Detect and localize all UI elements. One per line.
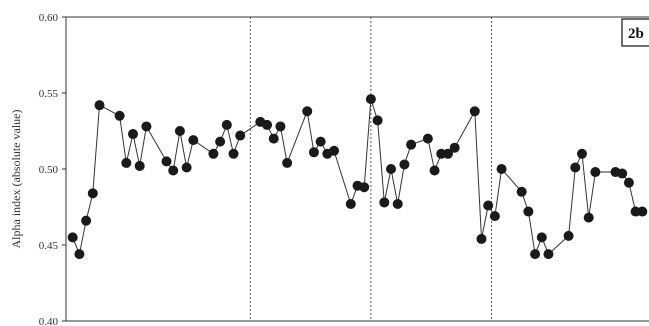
data-point [235,130,246,141]
group-dividers [249,17,493,321]
data-point [74,249,85,260]
y-tick-label: 0.50 [39,164,59,176]
data-point [523,206,534,217]
data-point [114,110,125,121]
axes [65,16,649,322]
series-line [72,98,643,256]
data-point [215,136,226,147]
data-point [449,142,460,153]
panel-label: 2b [628,26,644,42]
data-point [583,212,594,223]
data-point [161,156,172,167]
data-point [489,211,500,222]
data-point [174,126,185,136]
data-series [67,94,648,260]
data-point [536,232,547,243]
data-point [67,232,78,243]
data-point [372,115,383,126]
y-tick-label: 0.45 [39,240,59,252]
data-point [406,139,417,150]
data-point [121,157,132,168]
data-point [399,159,410,170]
data-point [442,148,453,159]
data-point [302,106,313,117]
data-point [590,167,601,178]
y-axis-title: Alpha index (absolute value) [9,110,23,249]
data-point [422,133,433,144]
data-point [168,165,179,176]
data-point [623,177,634,188]
panel-label-box [621,18,649,47]
data-point [181,162,192,173]
data-point [87,188,98,199]
y-tick-label: 0.60 [39,12,59,24]
data-point [188,135,199,146]
data-point [469,106,480,117]
data-point [228,148,239,159]
data-point [530,249,541,260]
data-point [386,164,397,174]
data-point [496,164,507,174]
data-point [483,200,494,211]
data-point [308,147,319,158]
data-point [268,133,279,144]
data-point [543,249,554,260]
data-point [329,145,340,156]
y-ticks: 0.40 0.45 0.50 0.55 0.60 [39,12,66,326]
data-point [94,100,105,111]
data-point [359,182,370,193]
data-point [275,121,286,132]
y-tick-label: 0.40 [39,316,59,326]
data-point [262,119,273,130]
data-point [208,148,219,159]
data-point [476,233,487,244]
data-point [637,206,648,217]
data-point [345,198,356,209]
data-point [134,160,145,171]
data-point [221,119,232,130]
data-point [392,198,403,209]
data-point [81,215,92,226]
data-point [141,121,152,132]
data-point [516,186,527,197]
data-point [379,197,390,208]
data-point [282,157,293,168]
data-point [570,162,581,173]
data-point [563,230,574,241]
data-point [315,136,326,147]
y-tick-label: 0.55 [39,88,59,100]
data-point [429,165,440,176]
data-point [128,129,139,140]
data-point [365,94,376,105]
data-point [617,168,628,179]
data-point [576,148,587,159]
